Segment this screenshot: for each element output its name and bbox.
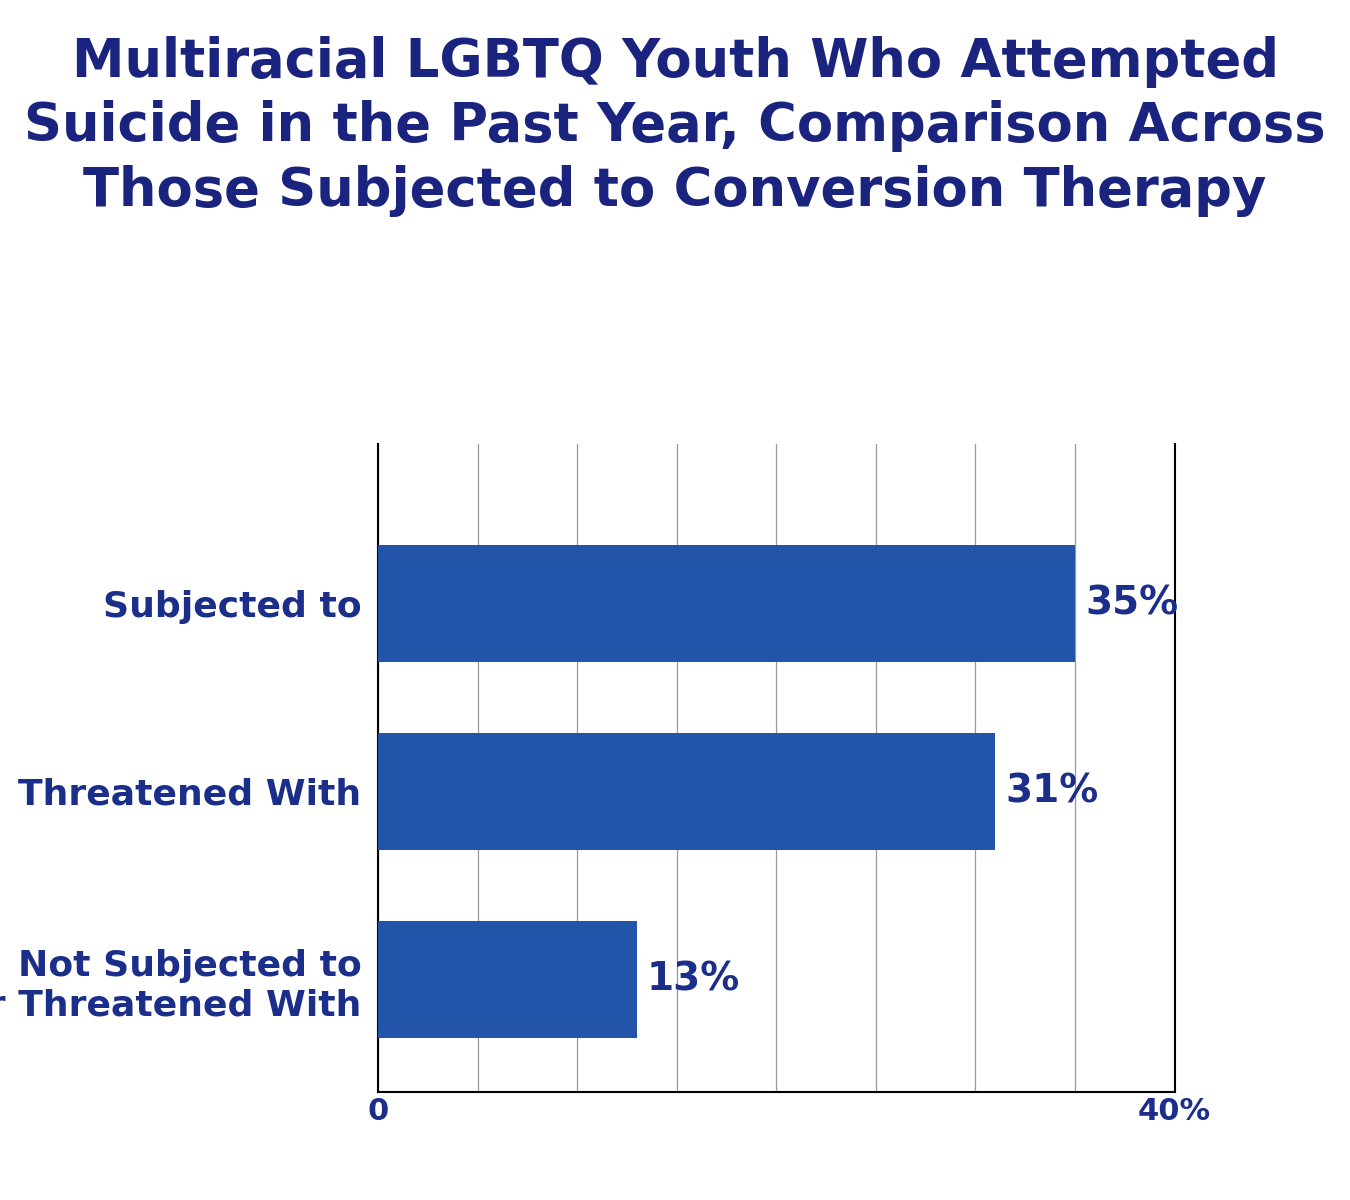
Bar (378, 922, 637, 1038)
Text: 31%: 31% (1006, 773, 1099, 810)
Text: 35%: 35% (1085, 584, 1179, 623)
Text: 13%: 13% (647, 960, 740, 998)
Text: Multiracial LGBTQ Youth Who Attempted
Suicide in the Past Year, Comparison Acros: Multiracial LGBTQ Youth Who Attempted Su… (24, 36, 1326, 216)
Bar (378, 733, 995, 850)
Bar (378, 546, 1075, 662)
